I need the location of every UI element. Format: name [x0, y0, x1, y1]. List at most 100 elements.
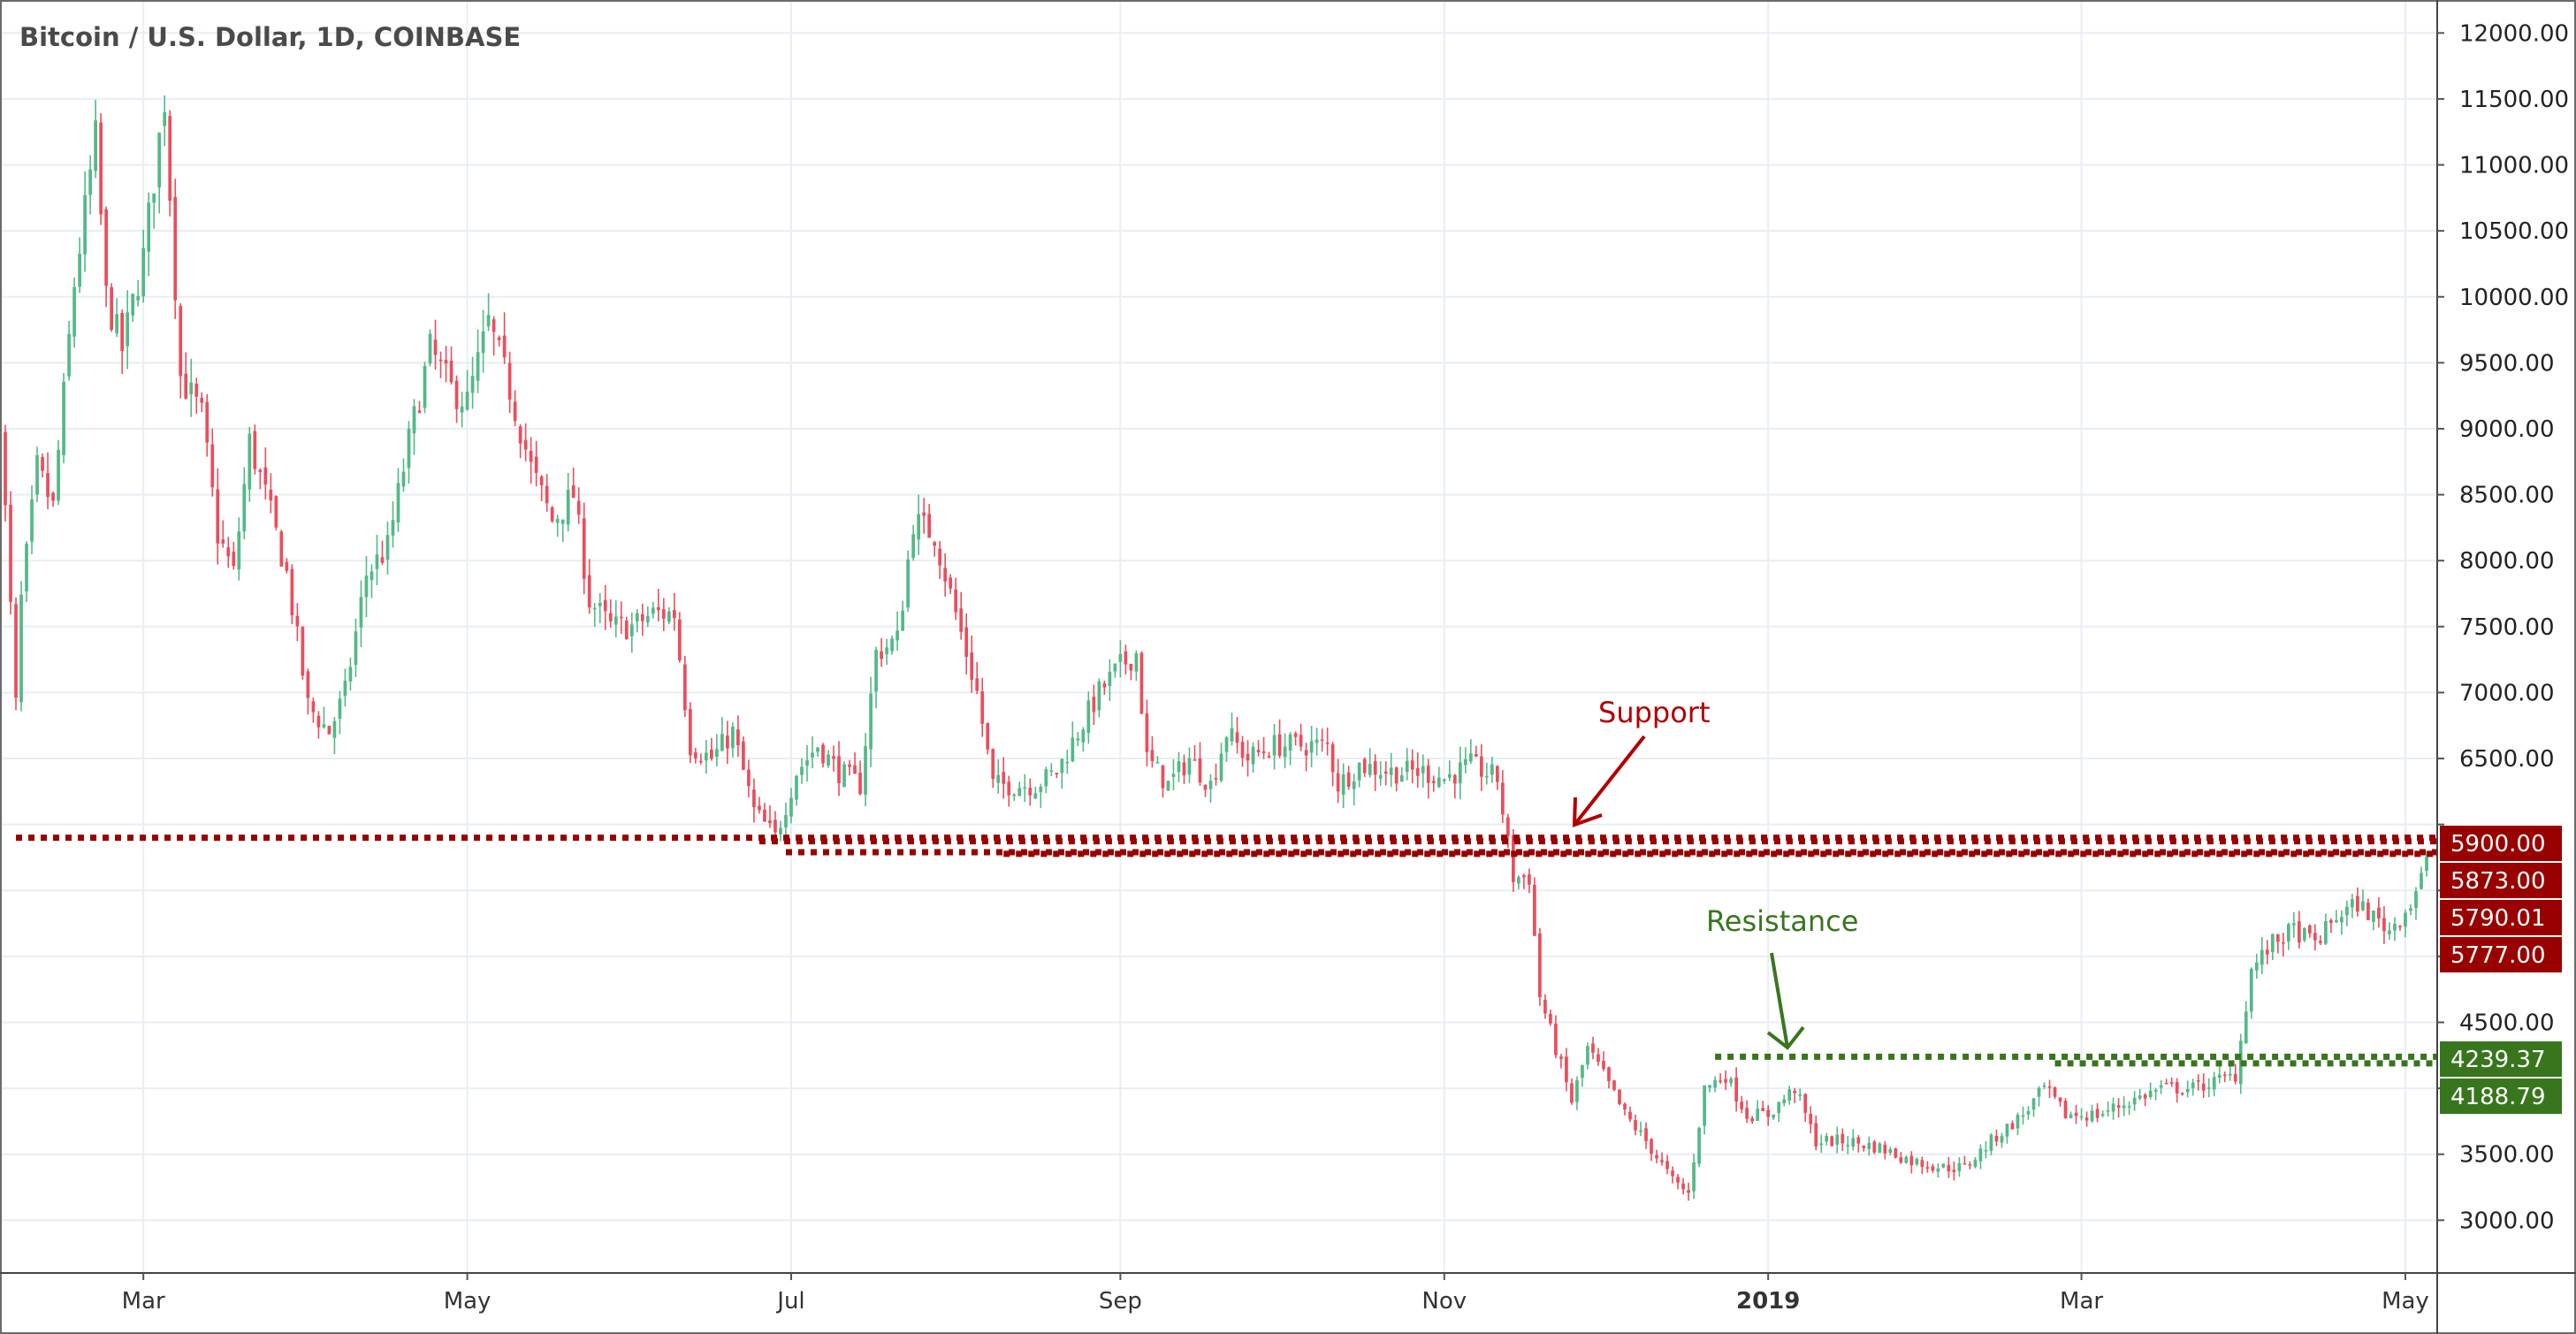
- candle-body: [629, 624, 634, 637]
- candle-body: [1570, 1083, 1574, 1103]
- candle-body: [449, 361, 453, 383]
- candle-body: [715, 749, 719, 757]
- candle-body: [1734, 1077, 1738, 1102]
- candle-body: [1586, 1046, 1589, 1065]
- candle-body: [576, 500, 581, 515]
- candle-body: [938, 548, 942, 566]
- candle-body: [370, 571, 374, 581]
- candle-body: [869, 693, 873, 750]
- candle-body: [1872, 1141, 1877, 1153]
- candle-body: [1984, 1149, 1988, 1152]
- candle-body: [1894, 1148, 1898, 1158]
- y-tick-label: 9500.00: [2459, 350, 2555, 377]
- candle-body: [688, 709, 692, 756]
- resistance-price-tag: [2440, 1041, 2562, 1077]
- support-price-label: 5873.00: [2450, 868, 2546, 895]
- support-price-tag: [2440, 900, 2562, 935]
- candle-body: [19, 594, 23, 703]
- candle-body: [1750, 1118, 1755, 1122]
- candle-body: [2414, 891, 2418, 909]
- candle-body: [2074, 1112, 2078, 1117]
- candle-body: [1533, 884, 1536, 936]
- candle-body: [970, 652, 974, 680]
- candle-body: [2222, 1074, 2227, 1077]
- candle-body: [316, 715, 321, 728]
- candle-body: [1777, 1102, 1781, 1114]
- candle-body: [1341, 774, 1345, 796]
- candle-body: [513, 401, 517, 422]
- candle-body: [1941, 1163, 1946, 1168]
- candle-body: [1277, 734, 1282, 756]
- candle-body: [2366, 903, 2370, 920]
- candle-body: [2116, 1105, 2121, 1108]
- candle-body: [705, 752, 708, 761]
- candle-body: [964, 627, 969, 657]
- candle-body: [677, 619, 682, 660]
- support-annotation: Support: [1598, 696, 1711, 729]
- candle-body: [736, 728, 740, 746]
- candle-body: [975, 678, 979, 691]
- candle-body: [1957, 1162, 1962, 1171]
- candle-body: [1171, 774, 1176, 777]
- candle-body: [2281, 941, 2285, 944]
- candle-body: [1230, 728, 1234, 742]
- candle-body: [1947, 1164, 1951, 1172]
- y-tick-label: 10500.00: [2459, 218, 2569, 245]
- candle-body: [619, 616, 623, 619]
- candle-body: [742, 741, 745, 770]
- candle-body: [1814, 1123, 1818, 1147]
- candle-body: [779, 827, 782, 835]
- candle-body: [1267, 756, 1271, 758]
- candle-body: [827, 754, 830, 766]
- candle-body: [120, 313, 125, 352]
- candle-body: [51, 492, 55, 501]
- candle-body: [2297, 921, 2301, 943]
- candle-body: [1962, 1162, 1967, 1165]
- candle-body: [2185, 1088, 2190, 1093]
- candle-body: [890, 638, 894, 652]
- candle-body: [1973, 1159, 1978, 1167]
- candle-body: [821, 744, 825, 764]
- candle-body: [1766, 1109, 1771, 1117]
- candle-body: [1198, 758, 1202, 783]
- support-price-tag: [2440, 937, 2562, 972]
- candle-body: [2324, 920, 2328, 944]
- candle-body: [263, 467, 268, 485]
- candle-body: [306, 671, 310, 698]
- candle-body: [645, 616, 650, 622]
- candle-body: [1825, 1135, 1829, 1142]
- candle-body: [1740, 1102, 1744, 1109]
- candle-body: [1007, 781, 1011, 796]
- candle-body: [1187, 758, 1192, 775]
- candle-body: [258, 469, 263, 472]
- candle-body: [2302, 927, 2306, 941]
- support-price-label: 5777.00: [2450, 942, 2546, 969]
- candle-body: [2335, 919, 2338, 923]
- candle-body: [136, 296, 141, 301]
- candle-body: [1065, 761, 1070, 764]
- candle-body: [566, 490, 570, 525]
- support-price-label: 5900.00: [2450, 831, 2546, 858]
- candle-body: [2307, 925, 2312, 934]
- candle-body: [1761, 1108, 1765, 1111]
- candle-body: [1835, 1134, 1840, 1145]
- x-tick-label: May: [2382, 1288, 2429, 1315]
- candle-body: [1336, 773, 1340, 792]
- candle-body: [598, 603, 602, 606]
- candle-body: [210, 444, 215, 488]
- candle-body: [189, 382, 194, 394]
- candle-body: [184, 373, 188, 399]
- candle-body: [481, 331, 485, 354]
- candle-body: [1512, 835, 1515, 882]
- candle-body: [2000, 1136, 2004, 1143]
- candle-body: [2201, 1083, 2206, 1091]
- candle-body: [784, 814, 788, 827]
- candle-body: [2021, 1115, 2025, 1117]
- candle-body: [571, 484, 575, 499]
- candle-body: [433, 339, 438, 355]
- candle-body: [1867, 1142, 1871, 1149]
- candle-body: [2143, 1094, 2147, 1099]
- candle-body: [1978, 1148, 1983, 1162]
